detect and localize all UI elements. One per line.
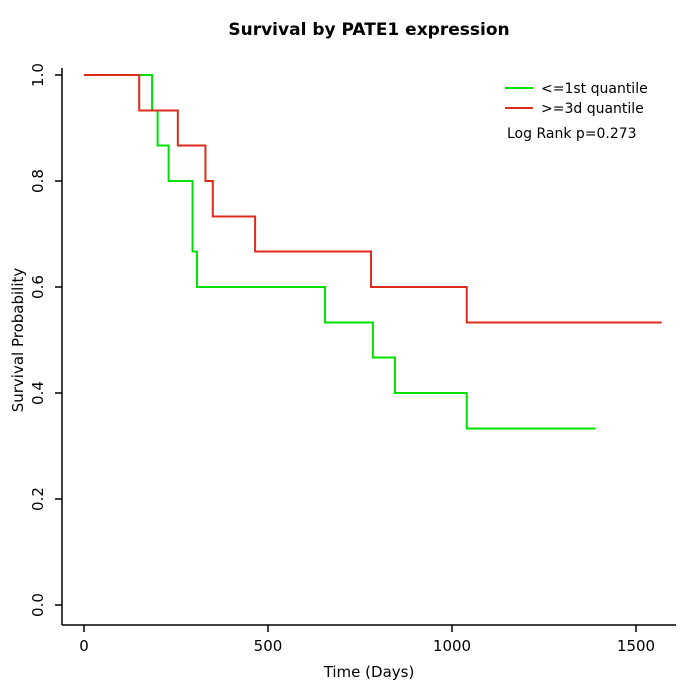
y-tick-label: 0.8: [29, 169, 47, 193]
legend-label-1: >=3d quantile: [541, 101, 644, 117]
y-tick-label: 0.0: [29, 593, 47, 617]
y-tick-label: 0.6: [29, 275, 47, 299]
survival-curve-high: [84, 74, 662, 324]
y-tick-label: 1.0: [29, 63, 47, 87]
x-axis-title: Time (Days): [323, 663, 415, 681]
survival-curve-low: [84, 74, 596, 430]
y-tick-label: 0.2: [29, 487, 47, 511]
chart-title: Survival by PATE1 expression: [228, 20, 510, 40]
x-tick-label: 0: [79, 637, 89, 655]
logrank-annotation: Log Rank p=0.273: [507, 126, 637, 142]
x-tick-label: 500: [254, 637, 283, 655]
y-tick-label: 0.4: [29, 381, 47, 405]
legend-label-0: <=1st quantile: [541, 81, 648, 97]
x-tick-label: 1500: [617, 637, 655, 655]
x-tick-label: 1000: [433, 637, 471, 655]
